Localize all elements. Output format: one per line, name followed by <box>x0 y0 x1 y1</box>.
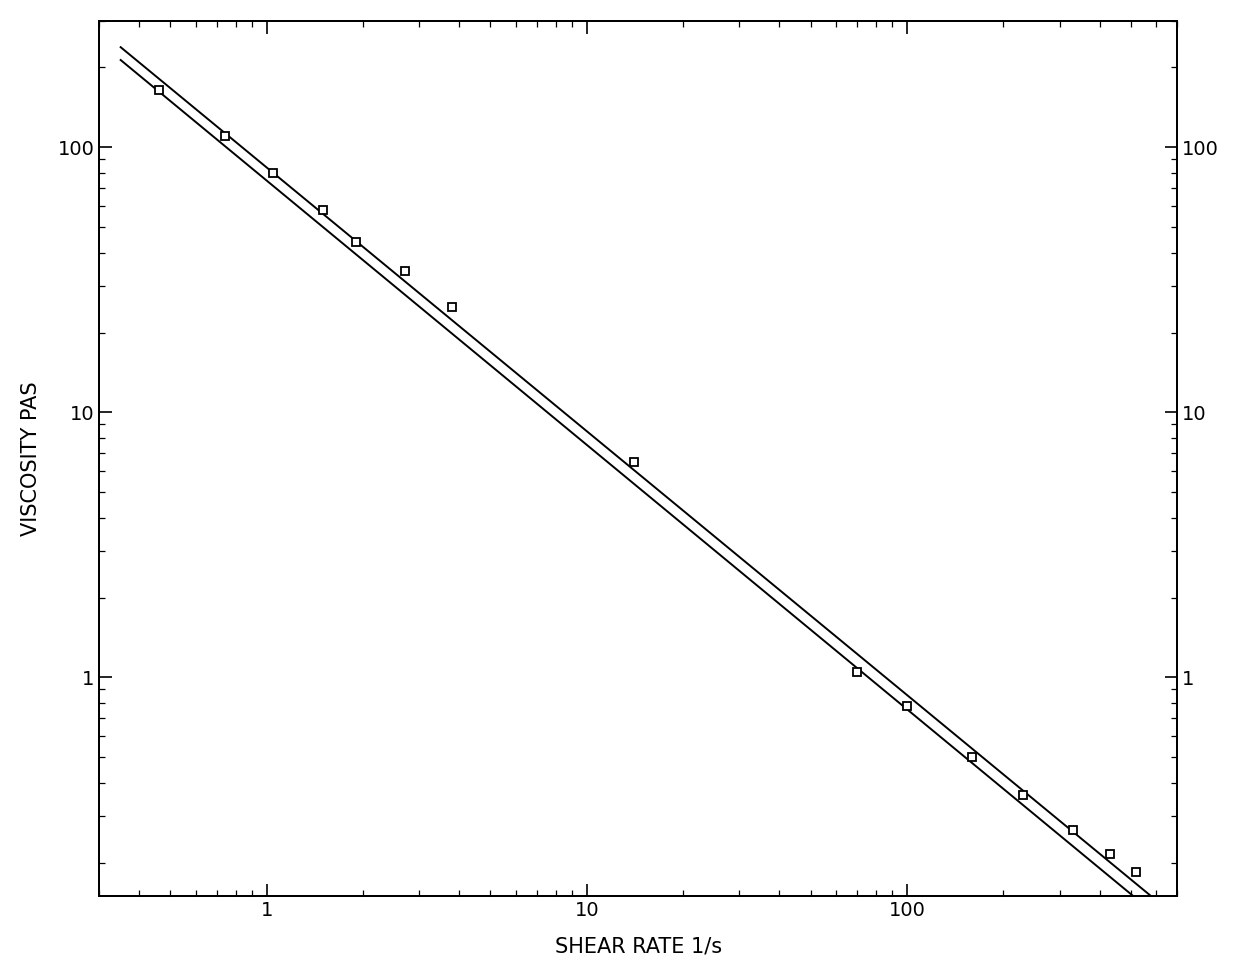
X-axis label: SHEAR RATE 1/s: SHEAR RATE 1/s <box>554 936 722 956</box>
Y-axis label: VISCOSITY PAS: VISCOSITY PAS <box>21 381 41 535</box>
